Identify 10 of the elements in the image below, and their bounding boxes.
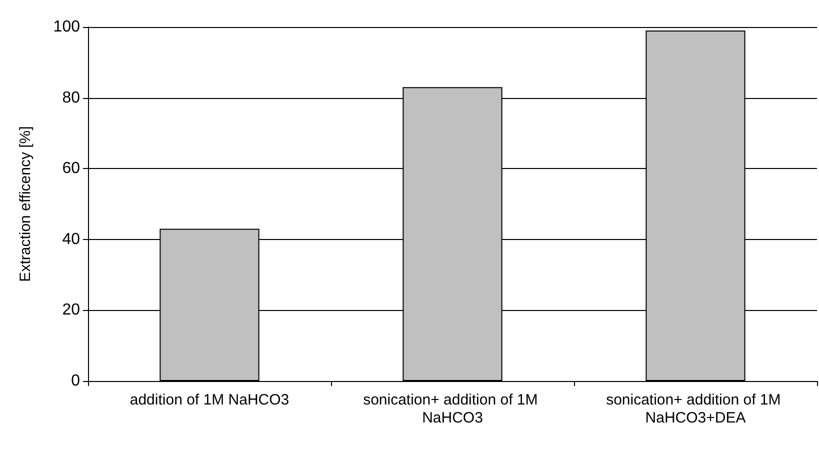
y-tick-label: 100 <box>53 18 80 36</box>
y-tick-label: 60 <box>62 160 80 178</box>
x-tick-label: sonication+ addition of 1M NaHCO3+DEA <box>606 392 785 426</box>
y-tick-label: 0 <box>71 372 80 390</box>
y-tick-label: 20 <box>62 302 80 319</box>
y-tick-label: 80 <box>62 89 80 106</box>
y-axis-title: Extraction efficency [%] <box>17 126 34 282</box>
x-tick-label: sonication+ addition of 1M NaHCO3 <box>363 392 542 426</box>
y-tick-label: 40 <box>62 230 80 248</box>
x-tick-label: addition of 1M NaHCO3 <box>130 392 290 408</box>
